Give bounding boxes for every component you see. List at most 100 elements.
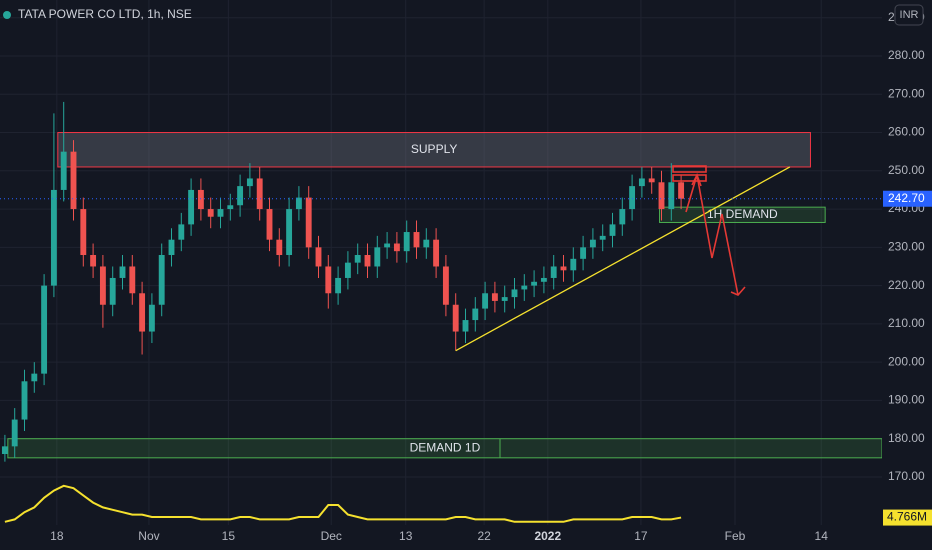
candle-body (589, 239, 596, 248)
candle-body (246, 178, 253, 187)
candle-body (80, 209, 87, 255)
candle-body (599, 235, 606, 240)
x-tick-label: Feb (725, 529, 746, 543)
candle-body (295, 197, 302, 210)
candle-body (570, 258, 577, 271)
zone (57, 132, 811, 168)
candle-body (197, 189, 204, 210)
candle-body (629, 186, 636, 210)
y-tick-label: 210.00 (888, 316, 925, 330)
x-tick-label: 15 (222, 529, 236, 543)
candle-body (335, 277, 342, 294)
x-tick-label: 17 (634, 529, 648, 543)
candle-body (305, 197, 312, 248)
candle-body (403, 232, 410, 252)
x-tick-label: 22 (477, 529, 491, 543)
y-tick-label: 200.00 (888, 354, 925, 368)
candle-body (109, 277, 116, 305)
zone-label: DEMAND 1D (410, 440, 481, 454)
candle-body (423, 239, 430, 248)
candle-body (433, 239, 440, 267)
candle-body (325, 266, 332, 294)
candle-body (354, 254, 361, 263)
last-price-label: 242.70 (888, 191, 925, 205)
candle-body (148, 304, 155, 332)
candle-body (99, 266, 106, 305)
overlays (0, 166, 882, 523)
candle-body (364, 254, 371, 267)
candle-body (462, 320, 469, 332)
y-tick-label: 220.00 (888, 278, 925, 292)
candle-body (619, 209, 626, 225)
candle-body (158, 254, 165, 305)
y-tick-label: 250.00 (888, 163, 925, 177)
time-axis (0, 525, 932, 550)
candle-body (560, 266, 567, 271)
candle-body (286, 209, 293, 255)
candle-body (531, 281, 538, 286)
candle-body (491, 293, 498, 301)
volume-line (4, 484, 682, 523)
x-tick-label: 2022 (534, 529, 561, 543)
candle-body (374, 247, 381, 267)
candle-body (178, 224, 185, 240)
candle-body (1, 446, 8, 455)
candle-body (472, 308, 479, 321)
candle-body (60, 151, 67, 190)
candle-body (413, 232, 420, 248)
candle-body (11, 419, 18, 447)
candle-body (501, 297, 508, 301)
y-tick-label: 180.00 (888, 431, 925, 445)
y-tick-label: 280.00 (888, 48, 925, 62)
candle-body (266, 209, 273, 240)
candle-body (609, 224, 616, 236)
chart-title: TATA POWER CO LTD, 1h, NSE (18, 7, 192, 21)
red-box (672, 165, 707, 173)
status-dot (3, 11, 11, 19)
candle-body (31, 373, 38, 382)
price-axis (882, 0, 932, 550)
candle-body (217, 209, 224, 217)
candle-body (482, 293, 489, 309)
arrow-head (691, 172, 702, 187)
candle-body (511, 289, 518, 298)
candle-body (227, 205, 234, 210)
candle-body (188, 189, 195, 225)
candle-body (658, 182, 665, 210)
candle-body (276, 239, 283, 255)
x-tick-label: Dec (321, 529, 342, 543)
y-tick-label: 190.00 (888, 393, 925, 407)
volume-label: 4.766M (887, 510, 927, 524)
x-tick-label: Nov (138, 529, 159, 543)
candle-body (50, 189, 57, 286)
y-tick-label: 270.00 (888, 86, 925, 100)
currency-button[interactable] (894, 4, 924, 26)
candle-body (384, 243, 391, 248)
candle-body (139, 293, 146, 332)
candle-body (129, 266, 136, 294)
candle-body (90, 254, 97, 267)
trendline (455, 166, 791, 352)
candle-body (550, 266, 557, 278)
last-price-box (883, 190, 932, 207)
candle-body (119, 266, 126, 278)
candle-body (344, 262, 351, 278)
candle-body (70, 151, 77, 210)
projection-path (685, 174, 739, 296)
candle-body (256, 178, 263, 210)
red-projection (672, 165, 746, 296)
y-tick-label: 230.00 (888, 240, 925, 254)
zone-label: 1H DEMAND (707, 207, 778, 221)
candle-body (668, 182, 675, 210)
red-box (672, 174, 707, 182)
axes: 170.00 180.00 190.00 200.00 210.00 220.00 230.… (50, 10, 932, 543)
zone (659, 206, 826, 223)
candle-body (678, 182, 685, 199)
y-tick-label: 260.00 (888, 125, 925, 139)
currency[interactable]: INR (900, 9, 919, 21)
arrow-head (730, 286, 746, 296)
candle-body (41, 285, 48, 374)
zone-label: SUPPLY (411, 142, 457, 156)
